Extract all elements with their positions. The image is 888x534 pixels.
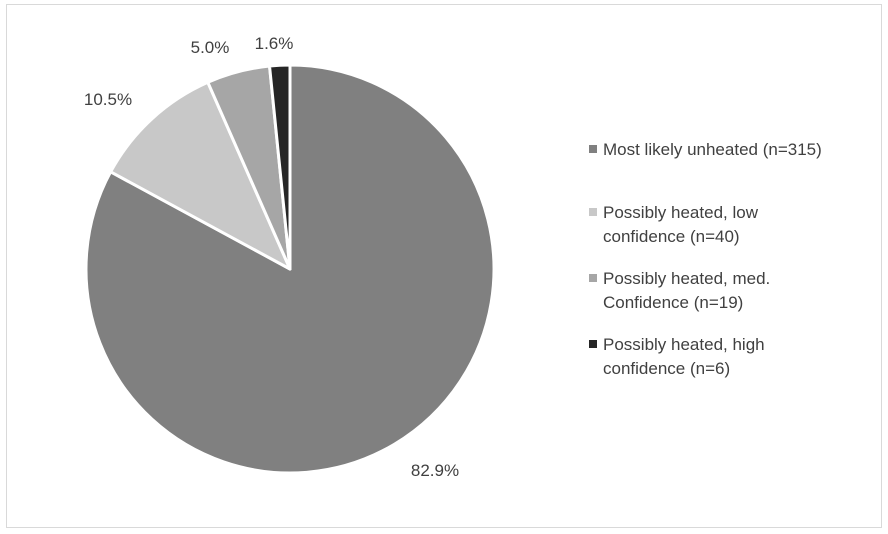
legend-item-3: Possibly heated, med. Confidence (n=19)	[589, 269, 770, 312]
legend-label-2-line-2: confidence (n=40)	[603, 227, 740, 246]
legend-marker-1	[589, 145, 597, 153]
data-label-1: 82.9%	[411, 461, 459, 480]
data-label-4: 1.6%	[255, 34, 294, 53]
data-labels: 82.9% 10.5% 5.0% 1.6%	[84, 34, 459, 480]
data-label-2: 10.5%	[84, 90, 132, 109]
legend-label-4-line-1: Possibly heated, high	[603, 335, 765, 354]
legend-label-3-line-1: Possibly heated, med.	[603, 269, 770, 288]
legend-marker-2	[589, 208, 597, 216]
legend-marker-4	[589, 340, 597, 348]
legend-marker-3	[589, 274, 597, 282]
legend-item-1: Most likely unheated (n=315)	[589, 140, 822, 159]
pie-slice-2	[109, 80, 292, 271]
pie-slices	[84, 63, 496, 475]
legend-item-4: Possibly heated, high confidence (n=6)	[589, 335, 765, 378]
data-label-3: 5.0%	[191, 38, 230, 57]
legend-label-3-line-2: Confidence (n=19)	[603, 293, 743, 312]
legend-label-1-line-1: Most likely unheated (n=315)	[603, 140, 822, 159]
legend-item-2: Possibly heated, low confidence (n=40)	[589, 203, 759, 246]
pie-slice-4	[268, 63, 292, 271]
legend-label-2-line-1: Possibly heated, low	[603, 203, 759, 222]
legend-label-4-line-2: confidence (n=6)	[603, 359, 730, 378]
legend: Most likely unheated (n=315) Possibly hea…	[589, 140, 822, 378]
